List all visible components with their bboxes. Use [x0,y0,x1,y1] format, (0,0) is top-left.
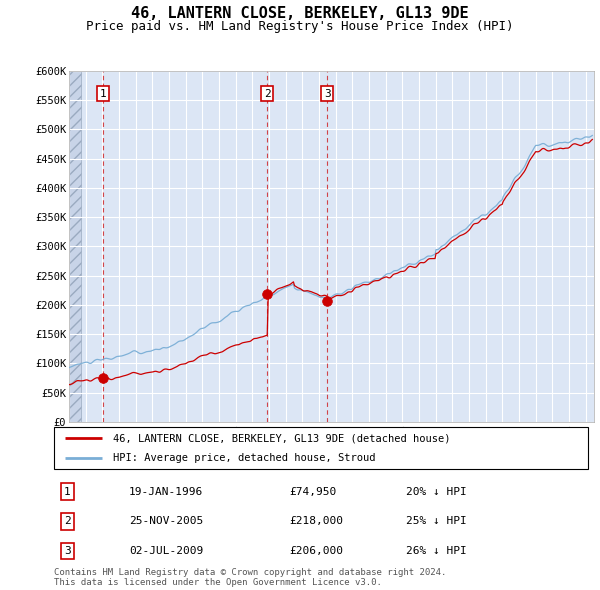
Text: 46, LANTERN CLOSE, BERKELEY, GL13 9DE: 46, LANTERN CLOSE, BERKELEY, GL13 9DE [131,6,469,21]
Text: Price paid vs. HM Land Registry's House Price Index (HPI): Price paid vs. HM Land Registry's House … [86,20,514,33]
Text: 1: 1 [64,487,71,497]
Text: £74,950: £74,950 [289,487,336,497]
FancyBboxPatch shape [54,427,588,469]
Text: HPI: Average price, detached house, Stroud: HPI: Average price, detached house, Stro… [113,454,375,463]
Text: 19-JAN-1996: 19-JAN-1996 [129,487,203,497]
Text: £218,000: £218,000 [289,516,343,526]
Bar [69,71,80,422]
Text: 2: 2 [64,516,71,526]
Text: 26% ↓ HPI: 26% ↓ HPI [406,546,467,556]
Text: 25% ↓ HPI: 25% ↓ HPI [406,516,467,526]
Text: 2: 2 [264,88,271,99]
Text: 20% ↓ HPI: 20% ↓ HPI [406,487,467,497]
Text: 25-NOV-2005: 25-NOV-2005 [129,516,203,526]
Text: 02-JUL-2009: 02-JUL-2009 [129,546,203,556]
Text: 1: 1 [100,88,107,99]
Text: 46, LANTERN CLOSE, BERKELEY, GL13 9DE (detached house): 46, LANTERN CLOSE, BERKELEY, GL13 9DE (d… [113,434,450,444]
Text: 3: 3 [64,546,71,556]
Text: Contains HM Land Registry data © Crown copyright and database right 2024.
This d: Contains HM Land Registry data © Crown c… [54,568,446,587]
Text: £206,000: £206,000 [289,546,343,556]
Text: 3: 3 [324,88,331,99]
